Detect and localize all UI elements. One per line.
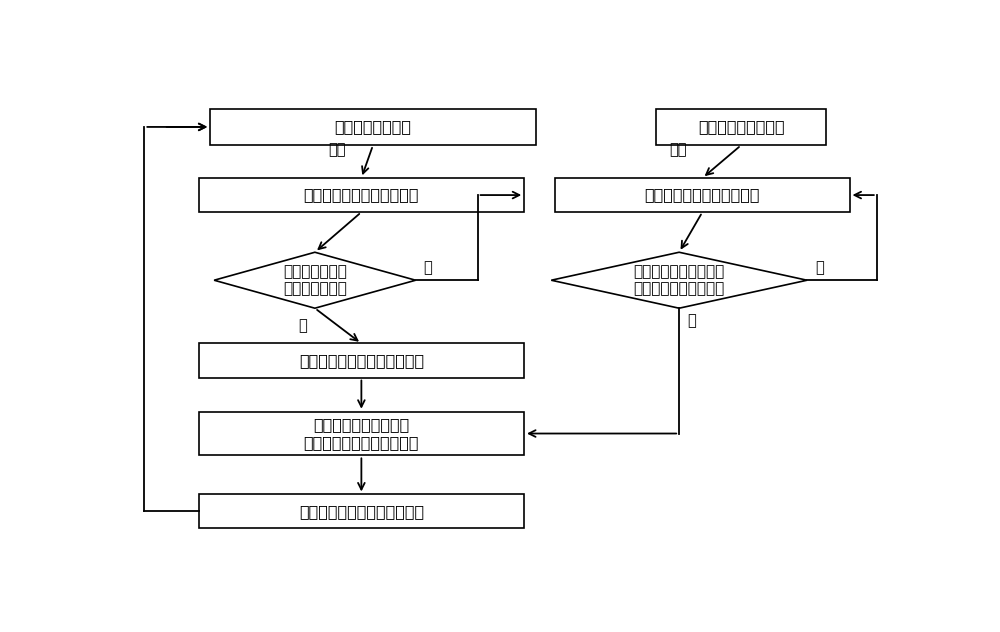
Bar	[199, 344, 524, 377]
Text: 高品质工程塑料样品: 高品质工程塑料样品	[698, 119, 784, 135]
Text: 获取装置所生产产品为
高品质产品时关键操作参数: 获取装置所生产产品为 高品质产品时关键操作参数	[304, 417, 419, 450]
Text: 工程塑料高质量产品生产模式: 工程塑料高质量产品生产模式	[299, 504, 424, 519]
Text: 是: 是	[687, 313, 696, 328]
Bar	[199, 178, 524, 212]
Text: 产品: 产品	[669, 142, 687, 157]
Text: 否: 否	[423, 260, 432, 276]
Bar	[199, 494, 524, 528]
Text: 是: 是	[298, 319, 307, 333]
Text: 获取装置实时运行状态信息: 获取装置实时运行状态信息	[304, 188, 419, 203]
Bar	[199, 411, 524, 456]
Bar	[555, 178, 850, 212]
Text: 操作: 操作	[328, 142, 346, 157]
Text: 判断装置是否处
于正常开车状态: 判断装置是否处 于正常开车状态	[283, 264, 347, 296]
Text: 近红外光谱测量和数据分析: 近红外光谱测量和数据分析	[645, 188, 760, 203]
Polygon shape	[214, 252, 416, 308]
Bar	[210, 109, 536, 145]
Polygon shape	[551, 252, 807, 308]
Text: 判断装置产品与高品质
产品生产模式是否一致: 判断装置产品与高品质 产品生产模式是否一致	[634, 264, 725, 296]
Text: 工程塑料生产装置: 工程塑料生产装置	[334, 119, 412, 135]
Text: 获取并存储关键生产操作数据: 获取并存储关键生产操作数据	[299, 353, 424, 368]
Bar	[656, 109, 826, 145]
Text: 否: 否	[815, 260, 824, 276]
